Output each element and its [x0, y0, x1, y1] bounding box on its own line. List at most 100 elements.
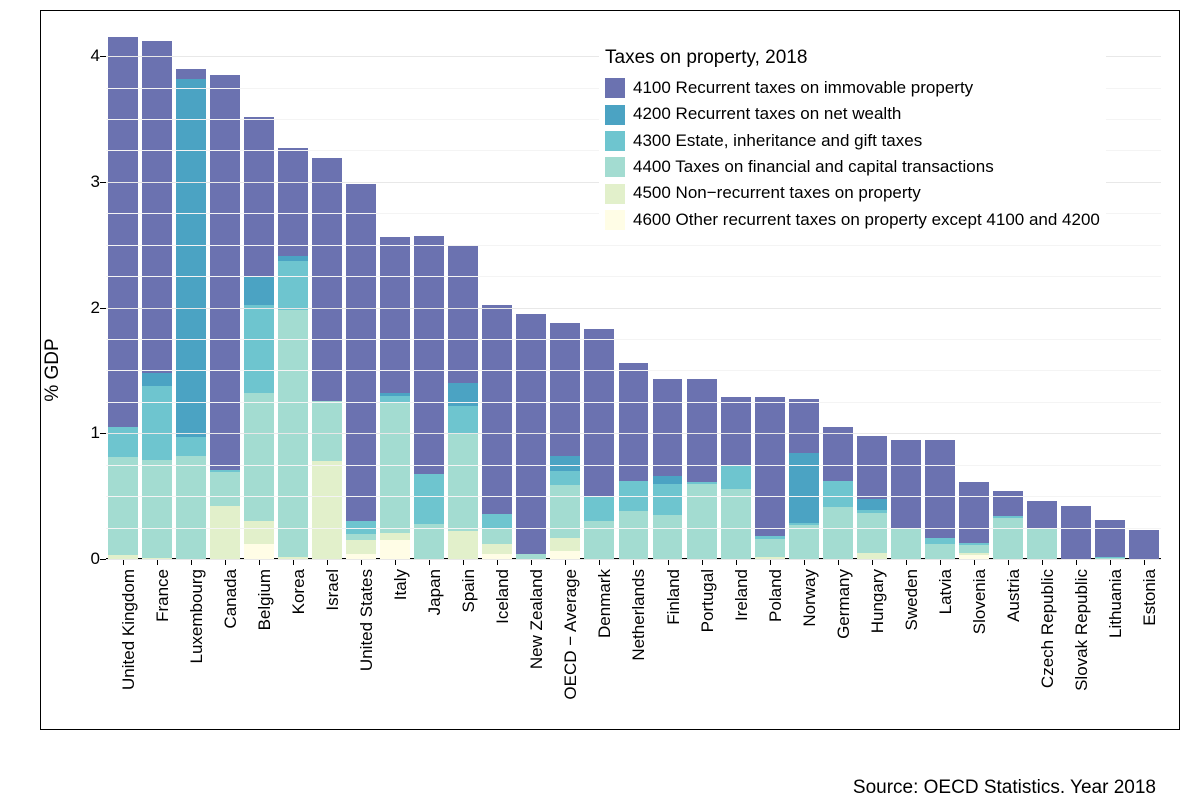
x-tick-label: United Kingdom: [119, 448, 139, 569]
bar-segment-4400: [380, 403, 410, 532]
bar-segment-4100: [619, 363, 649, 481]
x-tick-label: New Zealand: [527, 469, 547, 569]
bar-stack: [448, 31, 478, 559]
x-tick-label: OECD − Average: [561, 438, 581, 569]
legend: Taxes on property, 2018 4100 Recurrent t…: [599, 43, 1106, 237]
bar-segment-4100: [721, 397, 751, 466]
x-tick-label: France: [153, 516, 173, 569]
bar-segment-4300: [176, 437, 206, 456]
legend-swatch: [605, 210, 625, 230]
bar-segment-4100: [687, 379, 717, 482]
bar-segment-4400: [210, 472, 240, 506]
y-tick-label: 1: [74, 423, 100, 443]
y-axis-title: % GDP: [42, 338, 64, 401]
x-tick-label: Ireland: [732, 517, 752, 569]
bar-stack: [380, 31, 410, 559]
bar-segment-4200: [142, 373, 172, 386]
gridline: [106, 402, 1161, 403]
legend-label: 4600 Other recurrent taxes on property e…: [633, 207, 1100, 233]
legend-label: 4200 Recurrent taxes on net wealth: [633, 101, 901, 127]
bar-slot: Luxembourg: [174, 31, 208, 559]
bar-slot: Japan: [412, 31, 446, 559]
legend-label: 4100 Recurrent taxes on immovable proper…: [633, 75, 973, 101]
page: % GDP United KingdomFranceLuxembourgCana…: [0, 0, 1200, 811]
bar-segment-4100: [244, 117, 274, 278]
gridline: [106, 559, 1161, 560]
bar-segment-4300: [244, 305, 274, 393]
x-tick-label: Canada: [221, 509, 241, 569]
x-tick-label: Czech Republic: [1038, 450, 1058, 569]
x-tick-label: Israel: [323, 527, 343, 569]
bar-segment-4100: [482, 305, 512, 514]
x-tick-label: Latvia: [936, 524, 956, 569]
bar-segment-4100: [550, 323, 580, 456]
x-tick-label: Italy: [391, 538, 411, 569]
legend-item-4100: 4100 Recurrent taxes on immovable proper…: [605, 75, 1100, 101]
bar-segment-4300: [278, 261, 308, 310]
bar-slot: Korea: [276, 31, 310, 559]
gridline: [106, 496, 1161, 497]
bar-segment-4100: [176, 69, 206, 79]
legend-item-4500: 4500 Non−recurrent taxes on property: [605, 180, 1100, 206]
legend-swatch: [605, 78, 625, 98]
y-tick-mark: [100, 559, 106, 560]
gridline: [106, 276, 1161, 277]
bar-stack: [1129, 31, 1159, 559]
bar-slot: United States: [344, 31, 378, 559]
gridline: [106, 370, 1161, 371]
bar-stack: [210, 31, 240, 559]
bar-slot: OECD − Average: [548, 31, 582, 559]
bar-segment-4100: [789, 399, 819, 453]
legend-swatch: [605, 105, 625, 125]
y-tick-mark: [100, 182, 106, 183]
x-tick-label: Korea: [289, 524, 309, 569]
bar-segment-4100: [278, 148, 308, 256]
gridline: [106, 465, 1161, 466]
x-tick-label: Spain: [459, 526, 479, 569]
bar-slot: France: [140, 31, 174, 559]
x-tick-label: Finland: [664, 513, 684, 569]
bar-segment-4100: [142, 41, 172, 373]
x-tick-label: Poland: [766, 516, 786, 569]
bar-slot: Canada: [208, 31, 242, 559]
y-tick-label: 4: [74, 46, 100, 66]
gridline: [106, 433, 1161, 434]
bar-segment-4200: [653, 476, 683, 484]
legend-swatch: [605, 131, 625, 151]
y-tick-mark: [100, 308, 106, 309]
bar-segment-4100: [210, 75, 240, 470]
bar-segment-4300: [414, 474, 444, 524]
chart-panel: % GDP United KingdomFranceLuxembourgCana…: [40, 10, 1180, 730]
legend-item-4300: 4300 Estate, inheritance and gift taxes: [605, 128, 1100, 154]
legend-item-4600: 4600 Other recurrent taxes on property e…: [605, 207, 1100, 233]
bar-segment-4300: [653, 484, 683, 515]
bar-stack: [142, 31, 172, 559]
bar-segment-4300: [721, 466, 751, 489]
gridline: [106, 528, 1161, 529]
x-tick-label: United States: [357, 467, 377, 569]
y-tick-label: 2: [74, 298, 100, 318]
x-tick-label: Iceland: [493, 514, 513, 569]
legend-items: 4100 Recurrent taxes on immovable proper…: [605, 75, 1100, 233]
y-tick-label: 0: [74, 549, 100, 569]
x-tick-label: Estonia: [1140, 512, 1160, 569]
bar-slot: Spain: [446, 31, 480, 559]
bar-stack: [278, 31, 308, 559]
legend-item-4200: 4200 Recurrent taxes on net wealth: [605, 101, 1100, 127]
bar-segment-4100: [653, 379, 683, 476]
bar-slot: Belgium: [242, 31, 276, 559]
bar-stack: [244, 31, 274, 559]
gridline: [106, 308, 1161, 309]
bar-segment-4100: [993, 491, 1023, 516]
bar-slot: Iceland: [480, 31, 514, 559]
x-tick-label: Japan: [425, 523, 445, 569]
legend-item-4400: 4400 Taxes on financial and capital tran…: [605, 154, 1100, 180]
bar-segment-4300: [142, 386, 172, 460]
legend-label: 4400 Taxes on financial and capital tran…: [633, 154, 994, 180]
bar-stack: [414, 31, 444, 559]
y-tick-mark: [100, 56, 106, 57]
bar-segment-4200: [244, 277, 274, 305]
bar-stack: [312, 31, 342, 559]
bar-segment-4100: [312, 158, 342, 401]
bar-segment-4400: [312, 401, 342, 461]
